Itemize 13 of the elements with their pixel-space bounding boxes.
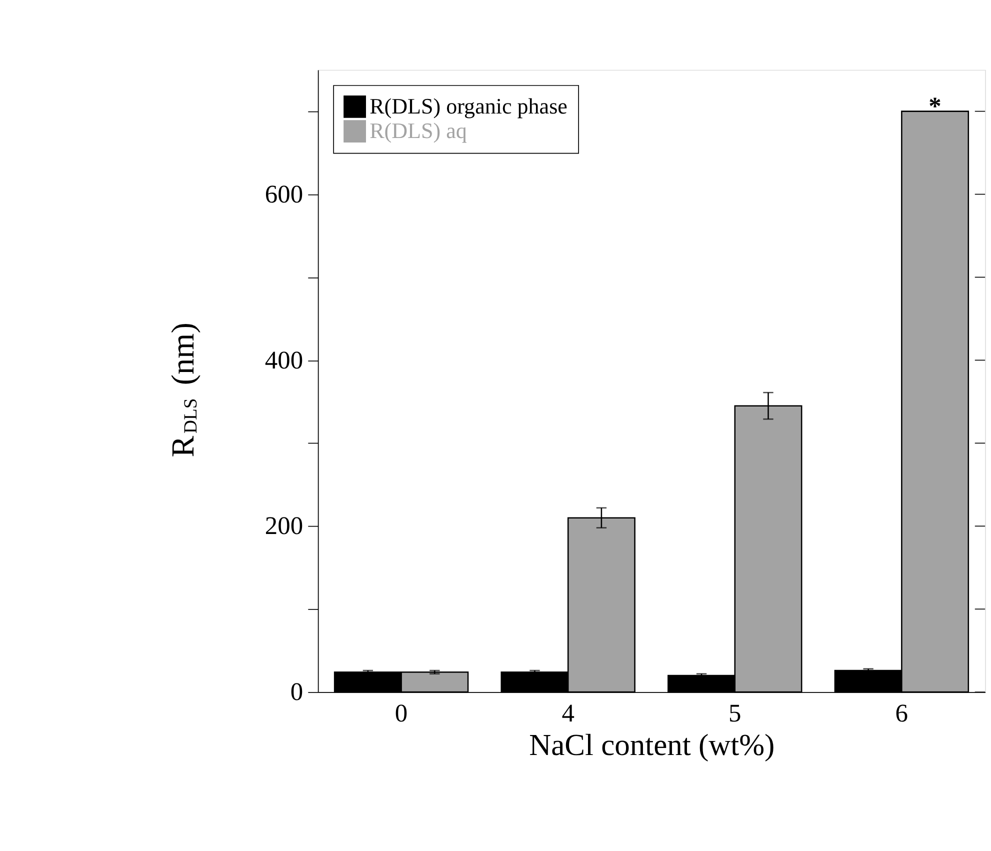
annotation: * bbox=[928, 92, 942, 121]
x-axis-title: NaCl content (wt%) bbox=[529, 728, 775, 762]
y-tick-label: 200 bbox=[264, 511, 304, 540]
x-tick-label: 4 bbox=[562, 698, 575, 728]
y-tick-label: 400 bbox=[264, 345, 304, 374]
x-tick-label: 5 bbox=[728, 698, 742, 728]
x-tick-label: 6 bbox=[895, 698, 908, 728]
legend-label: R(DLS) organic phase bbox=[370, 93, 568, 118]
y-axis-title: RDLS (nm) bbox=[164, 322, 202, 458]
legend-label: R(DLS) aq bbox=[370, 118, 467, 144]
x-tick-label: 0 bbox=[394, 698, 408, 728]
y-tick-label: 0 bbox=[290, 677, 304, 706]
y-tick-label: 600 bbox=[264, 179, 304, 208]
